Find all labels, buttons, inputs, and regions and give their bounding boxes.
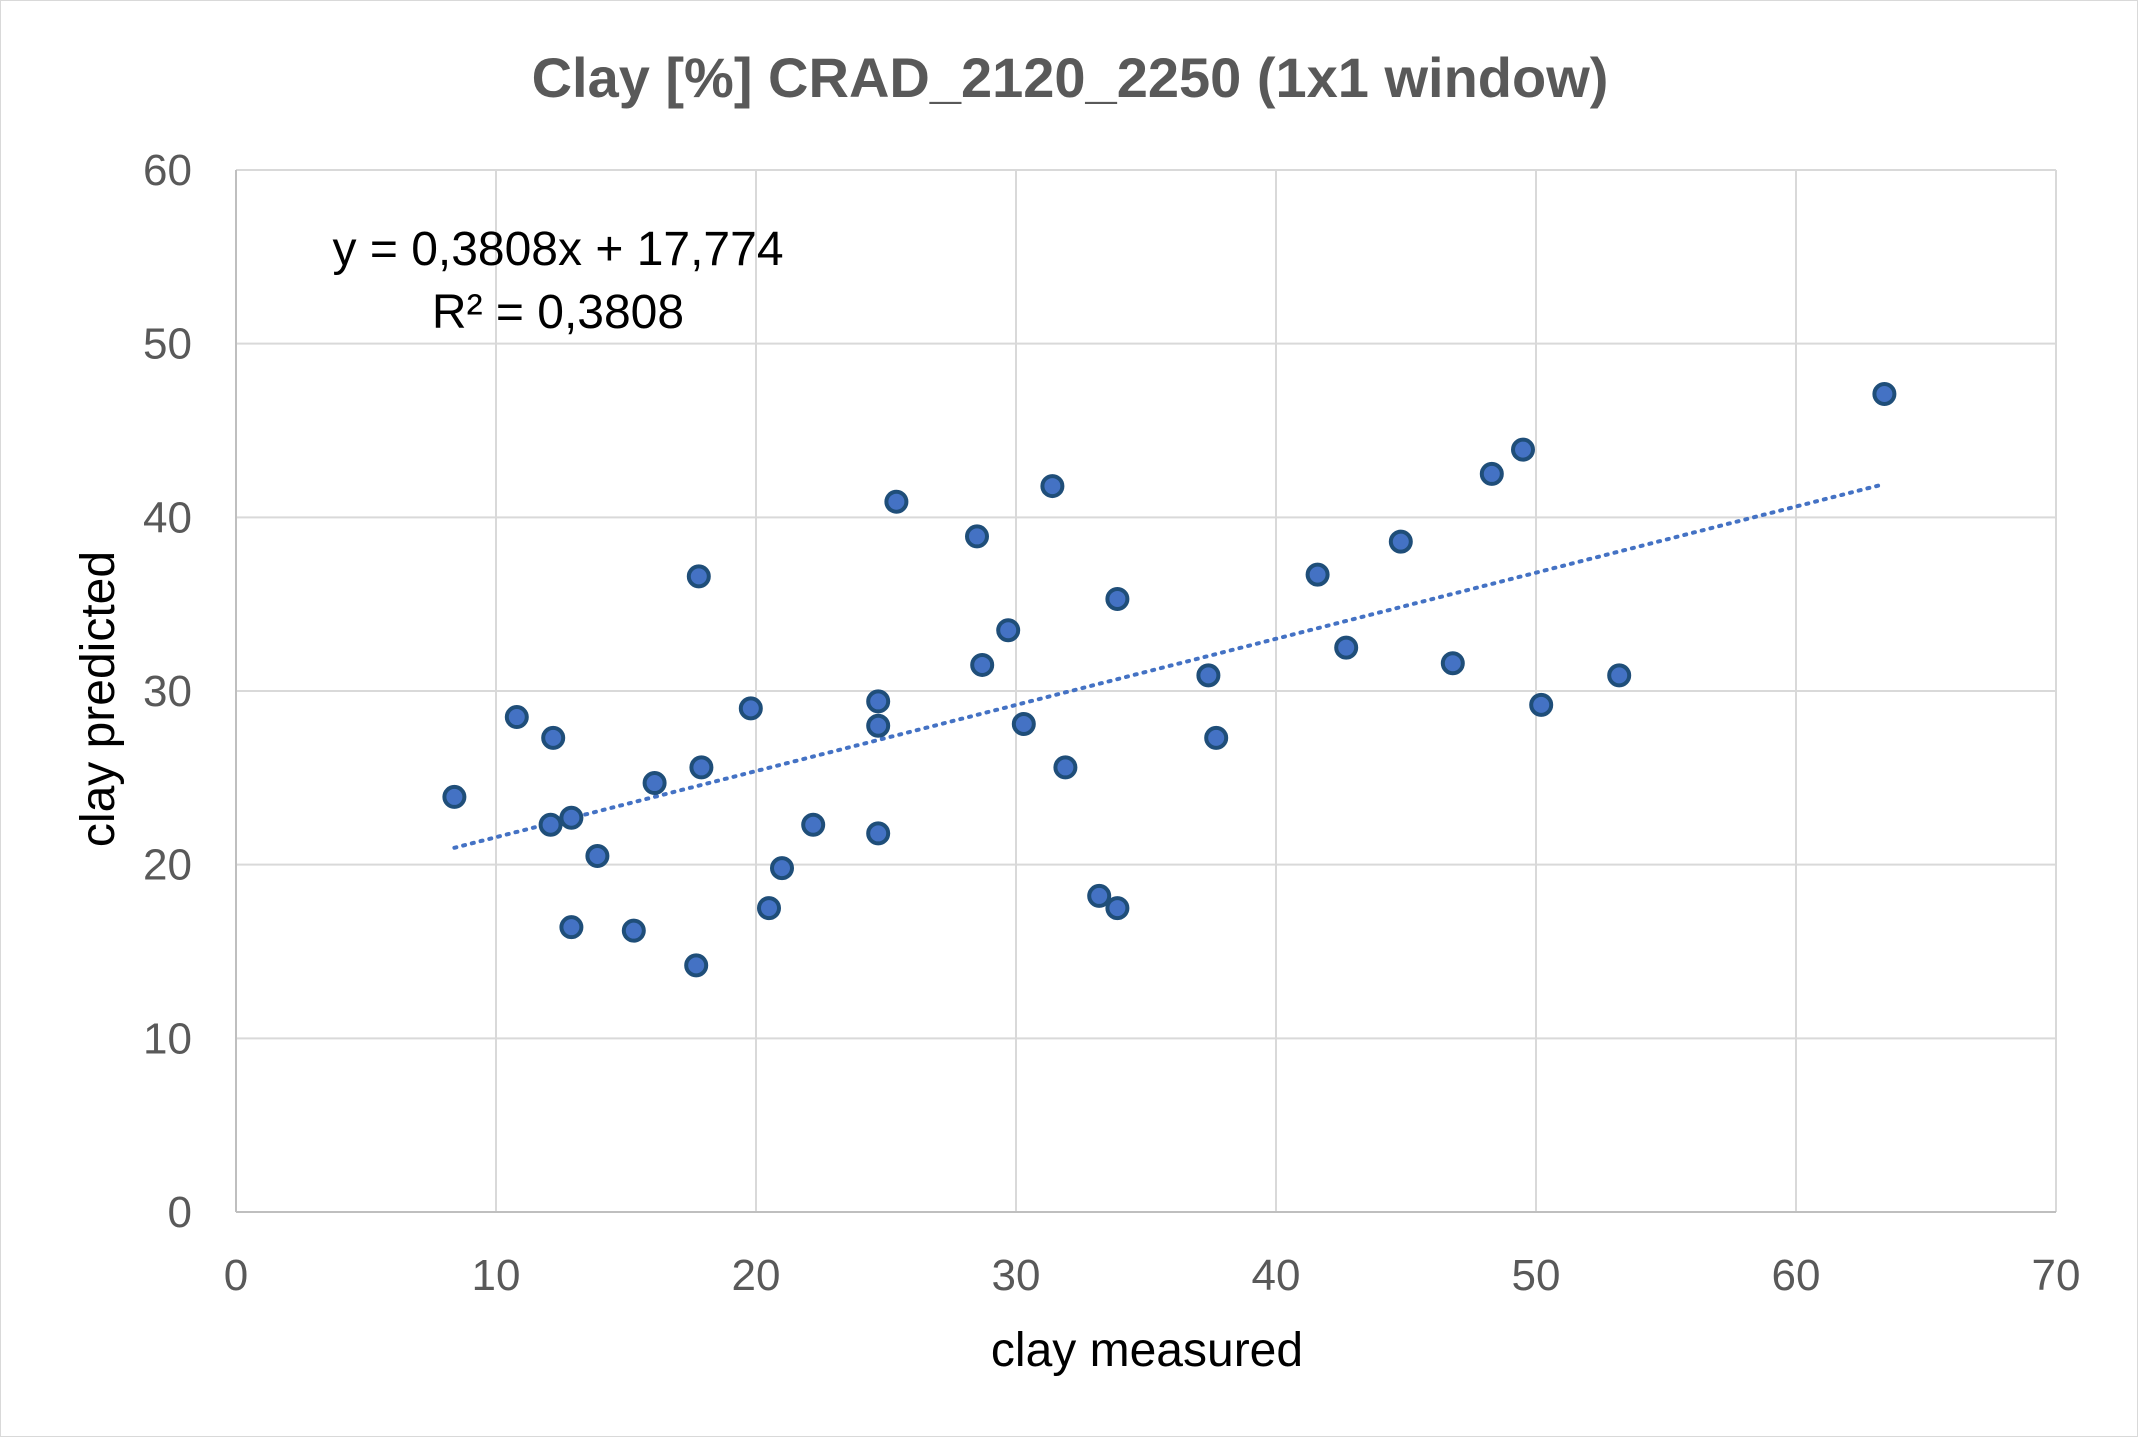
data-point-14 (757, 896, 781, 921)
data-point-12 (689, 755, 714, 780)
tick-labels: 0 10 20 30 40 50 60 0 10 20 30 40 50 60 70 (143, 146, 2080, 1300)
data-point-17 (866, 689, 891, 714)
y-axis-title: clay predicted (72, 551, 125, 847)
data-point-25 (1040, 474, 1065, 499)
gridlines (236, 169, 2057, 1212)
data-point-3 (538, 812, 563, 837)
chart-title: Clay [%] CRAD_2120_2250 (1x1 window) (532, 46, 1609, 109)
data-point-37 (1511, 437, 1535, 462)
x-tick-label-20: 20 (732, 1251, 781, 1300)
data-point-5 (559, 805, 584, 830)
data-point-11 (686, 564, 711, 589)
x-tick-label-30: 30 (992, 1251, 1041, 1300)
data-point-13 (738, 696, 763, 721)
data-point-33 (1334, 635, 1359, 660)
data-point-31 (1204, 725, 1229, 750)
x-tick-label-10: 10 (472, 1251, 521, 1300)
y-tick-label-50: 50 (143, 320, 192, 369)
data-point-16 (801, 812, 826, 837)
data-point-26 (1053, 755, 1078, 780)
r-squared-label: R² = 0,3808 (432, 286, 684, 339)
data-points (442, 382, 1897, 978)
data-point-19 (866, 821, 891, 846)
x-tick-label-60: 60 (1772, 1251, 1821, 1300)
x-tick-label-40: 40 (1252, 1251, 1301, 1300)
linear-trendline (452, 482, 1887, 850)
data-point-30 (1196, 663, 1221, 688)
data-point-8 (621, 918, 646, 943)
x-tick-label-70: 70 (2032, 1251, 2081, 1300)
data-point-38 (1529, 692, 1554, 717)
data-point-24 (1011, 711, 1036, 736)
y-tick-label-20: 20 (143, 841, 192, 890)
data-point-18 (866, 713, 891, 738)
data-point-35 (1440, 651, 1465, 676)
data-point-39 (1607, 663, 1632, 688)
y-tick-label-30: 30 (143, 667, 192, 716)
x-tick-label-0: 0 (224, 1251, 248, 1300)
data-point-10 (684, 953, 709, 978)
data-point-21 (965, 524, 989, 549)
data-point-7 (585, 843, 610, 868)
data-point-1 (442, 784, 467, 809)
data-point-9 (642, 771, 667, 796)
data-point-22 (970, 652, 995, 677)
data-point-32 (1305, 562, 1330, 587)
data-point-29 (1105, 896, 1130, 921)
y-tick-label-10: 10 (143, 1014, 192, 1063)
data-point-4 (541, 725, 566, 750)
trendline-layer (452, 482, 1887, 850)
axes (235, 170, 2056, 1213)
x-tick-label-50: 50 (1512, 1251, 1561, 1300)
data-point-2 (504, 705, 529, 730)
data-point-27 (1087, 883, 1112, 908)
data-point-40 (1872, 382, 1897, 407)
data-point-23 (996, 618, 1021, 643)
data-point-34 (1388, 529, 1413, 554)
trendline-equation: y = 0,3808x + 17,774 (332, 223, 783, 276)
data-point-15 (770, 856, 794, 881)
y-tick-label-40: 40 (143, 493, 192, 542)
data-point-20 (884, 489, 909, 514)
x-axis-title: clay measured (991, 1324, 1303, 1377)
y-tick-label-0: 0 (168, 1188, 192, 1237)
y-tick-label-60: 60 (143, 146, 192, 195)
data-point-6 (559, 915, 584, 940)
data-point-28 (1105, 586, 1130, 611)
data-point-36 (1479, 461, 1504, 486)
